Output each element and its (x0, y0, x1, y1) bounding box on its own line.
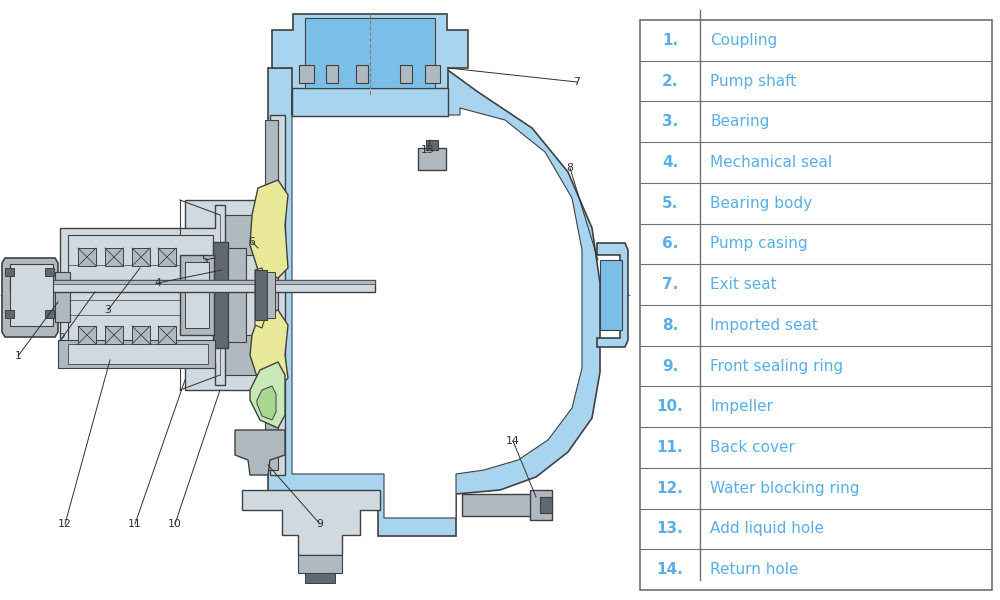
Polygon shape (250, 180, 288, 278)
Bar (267, 272, 275, 318)
Bar (45, 310, 54, 318)
Bar (530, 490, 552, 520)
Bar (185, 262, 209, 328)
Text: 9.: 9. (662, 359, 678, 374)
Bar (180, 255, 214, 335)
Bar (462, 494, 537, 516)
Text: 4: 4 (155, 278, 161, 288)
Text: 2: 2 (59, 333, 65, 343)
Bar (158, 326, 176, 344)
Text: Pump shaft: Pump shaft (710, 74, 796, 89)
Bar (292, 88, 448, 116)
Polygon shape (242, 490, 380, 555)
Text: 11.: 11. (657, 440, 683, 455)
Polygon shape (235, 430, 285, 475)
Text: 5: 5 (202, 255, 208, 265)
Text: Pump casing: Pump casing (710, 236, 808, 251)
Text: 8.: 8. (662, 318, 678, 333)
Bar (10, 280, 375, 284)
Text: Bearing body: Bearing body (710, 196, 812, 211)
Bar (58, 340, 215, 368)
Text: 3.: 3. (662, 114, 678, 129)
Polygon shape (272, 14, 468, 95)
Text: 4.: 4. (662, 155, 678, 170)
Text: Bearing: Bearing (710, 114, 769, 129)
Text: Coupling: Coupling (710, 33, 777, 48)
Bar (45, 268, 54, 276)
Text: 7.: 7. (662, 277, 678, 292)
Text: Water blocking ring: Water blocking ring (710, 481, 860, 496)
Bar (158, 248, 176, 266)
Text: 10.: 10. (657, 399, 683, 414)
Bar (418, 148, 446, 170)
Text: 7: 7 (574, 77, 580, 87)
Text: 9: 9 (317, 519, 323, 529)
Bar (5, 310, 14, 318)
Text: 2.: 2. (662, 74, 678, 89)
Bar (298, 555, 342, 573)
Text: Back cover: Back cover (710, 440, 795, 455)
Bar (228, 248, 246, 342)
Polygon shape (597, 243, 628, 347)
Bar (105, 248, 123, 266)
Polygon shape (257, 386, 276, 420)
Bar (255, 270, 267, 320)
Bar (55, 272, 70, 322)
Bar (78, 326, 96, 344)
Text: Return hole: Return hole (710, 562, 798, 577)
Bar (68, 235, 213, 355)
Text: 1: 1 (15, 351, 21, 361)
Bar (540, 497, 552, 513)
Bar (132, 248, 150, 266)
Polygon shape (2, 258, 58, 337)
Text: 1.: 1. (662, 33, 678, 48)
Text: 12.: 12. (657, 481, 683, 496)
Bar (5, 268, 14, 276)
Polygon shape (255, 268, 265, 328)
Bar (132, 326, 150, 344)
Bar (425, 65, 440, 83)
Bar (10, 264, 53, 326)
Text: Imported seat: Imported seat (710, 318, 818, 333)
Text: Mechanical seal: Mechanical seal (710, 155, 832, 170)
Text: 10: 10 (168, 519, 182, 529)
Text: 6.: 6. (662, 236, 678, 251)
Text: Impeller: Impeller (710, 399, 773, 414)
Text: Front sealing ring: Front sealing ring (710, 359, 843, 374)
Text: 11: 11 (128, 519, 142, 529)
Text: 14: 14 (506, 436, 520, 446)
Polygon shape (268, 65, 600, 536)
Text: 14.: 14. (657, 562, 683, 577)
Bar (600, 260, 622, 330)
Text: Add liquid hole: Add liquid hole (710, 521, 824, 536)
Bar (68, 344, 208, 364)
Polygon shape (250, 310, 288, 388)
Bar (105, 326, 123, 344)
Bar (246, 255, 260, 335)
Polygon shape (250, 362, 285, 428)
Text: 13.: 13. (657, 521, 683, 536)
Bar (305, 18, 435, 88)
Bar (213, 242, 228, 348)
Text: 3: 3 (105, 305, 111, 315)
Polygon shape (292, 92, 582, 518)
Bar (426, 140, 438, 150)
Polygon shape (60, 205, 225, 385)
Text: 5.: 5. (662, 196, 678, 211)
Bar (326, 65, 338, 83)
Text: 12: 12 (58, 519, 72, 529)
Bar (356, 65, 368, 83)
Bar (400, 65, 412, 83)
Text: 6: 6 (249, 237, 255, 247)
Text: 8: 8 (567, 163, 573, 173)
Text: 13: 13 (421, 145, 435, 155)
Bar (10, 280, 375, 292)
Polygon shape (220, 120, 278, 470)
Text: Exit seat: Exit seat (710, 277, 777, 292)
Polygon shape (185, 115, 285, 475)
Bar (299, 65, 314, 83)
Bar (78, 248, 96, 266)
Bar (305, 573, 335, 583)
